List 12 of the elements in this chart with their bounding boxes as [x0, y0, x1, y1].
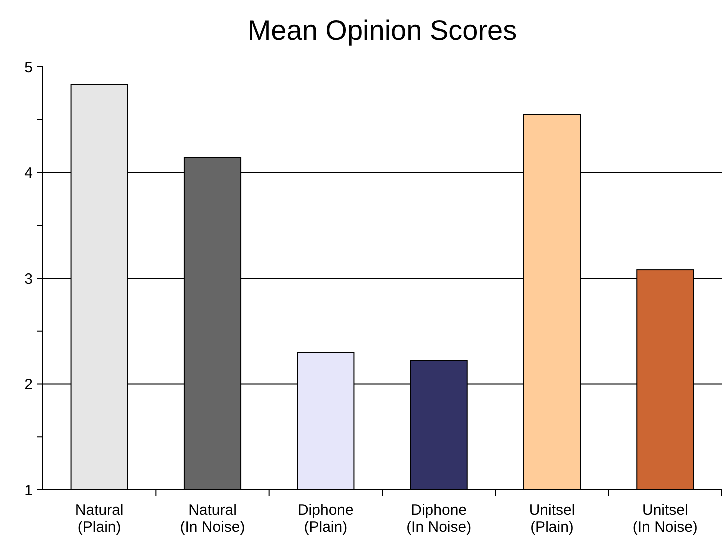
x-tick-label: Unitsel (In Noise) — [632, 502, 698, 536]
y-tick-label: 5 — [24, 59, 33, 76]
x-tick-label: Diphone (Plain) — [298, 502, 354, 536]
x-tick-label: Natural (In Noise) — [180, 502, 246, 536]
y-tick-label: 1 — [24, 482, 33, 500]
x-tick-label: Unitsel (Plain) — [529, 502, 576, 536]
x-tick-label: Diphone (In Noise) — [406, 502, 472, 536]
y-tick-label: 4 — [24, 165, 33, 182]
y-tick-label: 2 — [24, 376, 33, 394]
chart-title: Mean Opinion Scores — [248, 15, 518, 46]
x-tick-label: Natural (Plain) — [75, 502, 124, 536]
y-tick-label: 3 — [24, 270, 33, 288]
